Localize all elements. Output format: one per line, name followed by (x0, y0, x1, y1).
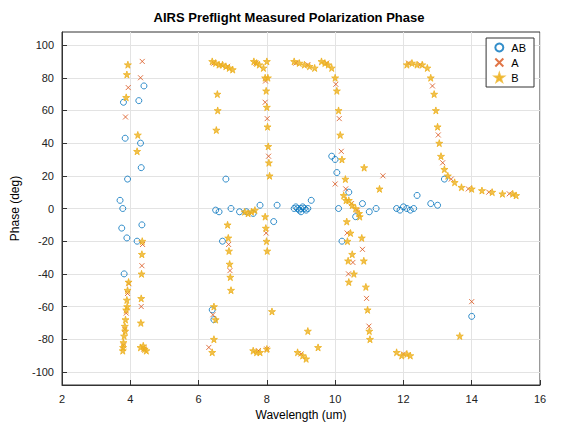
svg-text:40: 40 (42, 137, 54, 149)
svg-text:B: B (511, 72, 518, 84)
svg-text:80: 80 (42, 72, 54, 84)
svg-text:4: 4 (127, 393, 133, 405)
svg-text:-60: -60 (38, 301, 54, 313)
svg-text:16: 16 (534, 393, 546, 405)
svg-text:20: 20 (42, 170, 54, 182)
svg-text:6: 6 (196, 393, 202, 405)
svg-text:60: 60 (42, 104, 54, 116)
svg-text:-100: -100 (32, 366, 54, 378)
svg-text:0: 0 (48, 203, 54, 215)
svg-text:8: 8 (264, 393, 270, 405)
svg-text:AIRS Preflight Measured Polari: AIRS Preflight Measured Polarization Pha… (154, 10, 425, 25)
svg-text:10: 10 (329, 393, 341, 405)
svg-text:Phase (deg): Phase (deg) (8, 176, 22, 241)
svg-text:A: A (511, 57, 519, 69)
svg-text:Wavelength (um): Wavelength (um) (256, 408, 347, 422)
svg-text:-80: -80 (38, 333, 54, 345)
svg-text:-40: -40 (38, 268, 54, 280)
svg-text:AB: AB (511, 42, 526, 54)
svg-text:-20: -20 (38, 235, 54, 247)
svg-text:14: 14 (466, 393, 478, 405)
svg-text:12: 12 (397, 393, 409, 405)
svg-text:100: 100 (36, 39, 54, 51)
svg-text:2: 2 (59, 393, 65, 405)
